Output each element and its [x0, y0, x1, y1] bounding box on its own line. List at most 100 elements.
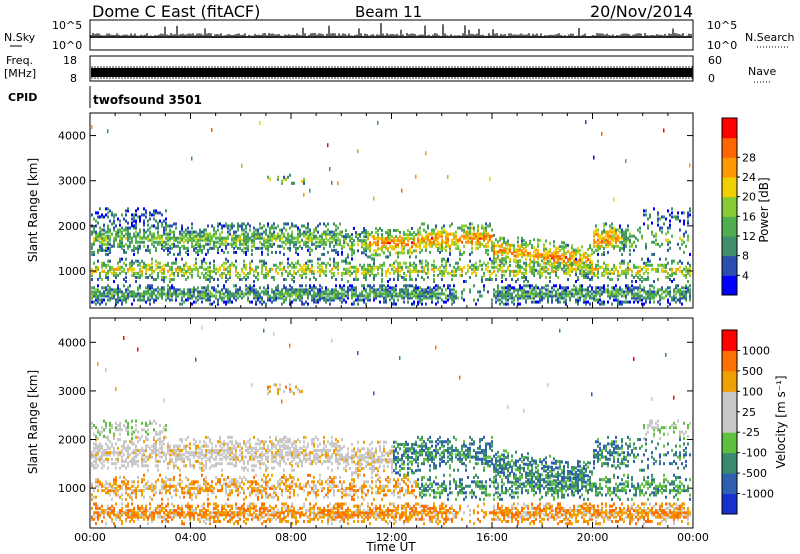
echo-cell	[101, 457, 103, 461]
echo-cell	[415, 277, 417, 281]
echo-cell	[265, 265, 267, 269]
echo-cell	[435, 284, 437, 288]
echo-cell	[563, 245, 565, 249]
echo-cell	[145, 230, 147, 234]
echo-cell	[463, 230, 465, 234]
echo-cell	[335, 284, 337, 288]
echo-cell	[503, 286, 505, 290]
echo-cell	[241, 296, 243, 300]
echo-cell	[149, 263, 151, 267]
echo-cell	[139, 228, 141, 232]
echo-cell	[409, 284, 411, 288]
echo-cell	[405, 286, 407, 290]
echo-cell	[247, 288, 249, 292]
echo-cell	[121, 269, 123, 273]
echo-cell	[389, 253, 391, 257]
echo-cell	[413, 231, 415, 235]
echo-cell	[479, 263, 481, 267]
echo-cell	[419, 230, 421, 234]
echo-cell	[431, 298, 433, 302]
echo-cell	[545, 255, 547, 259]
echo-cell	[123, 284, 125, 288]
echo-cell	[303, 177, 305, 181]
echo-cell	[239, 238, 241, 242]
echo-cell	[267, 294, 269, 298]
echo-cell	[663, 269, 665, 273]
echo-cell	[109, 493, 111, 497]
echo-cell	[643, 261, 645, 265]
echo-cell	[683, 286, 685, 290]
echo-cell	[95, 466, 97, 470]
echo-cell	[471, 226, 473, 230]
echo-cell	[101, 248, 103, 252]
echo-cell	[469, 259, 471, 263]
echo-cell	[289, 234, 291, 238]
echo-cell	[383, 237, 385, 241]
echo-cell	[539, 298, 541, 302]
echo-cell	[639, 265, 641, 269]
echo-cell	[135, 219, 137, 223]
echo-cell	[253, 232, 255, 236]
echo-cell	[589, 254, 591, 258]
echo-cell	[607, 294, 609, 298]
echo-cell	[297, 292, 299, 296]
echo-cell	[107, 453, 109, 457]
echo-cell	[401, 237, 403, 241]
echo-cell	[273, 234, 275, 238]
echo-cell	[581, 267, 583, 271]
echo-cell	[117, 298, 119, 302]
echo-cell	[421, 238, 423, 242]
echo-cell	[607, 234, 609, 238]
echo-cell	[383, 261, 385, 265]
echo-cell	[407, 300, 409, 304]
echo-cell	[97, 238, 99, 242]
echo-cell	[431, 244, 433, 248]
echo-cell	[513, 290, 515, 294]
echo-cell	[145, 267, 147, 271]
echo-cell	[631, 290, 633, 294]
echo-cell	[481, 234, 483, 238]
echo-cell	[107, 451, 109, 455]
echo-cell	[227, 236, 229, 240]
echo-cell	[533, 273, 535, 277]
echo-cell	[611, 222, 613, 226]
echo-cell	[525, 265, 527, 269]
echo-cell	[673, 290, 675, 294]
echo-cell	[215, 288, 217, 292]
echo-cell	[349, 237, 351, 241]
echo-cell	[287, 271, 289, 275]
echo-cell	[97, 248, 99, 252]
echo-cell	[115, 462, 117, 466]
echo-cell	[109, 428, 111, 432]
echo-cell	[381, 247, 383, 251]
echo-cell	[209, 238, 211, 242]
echo-cell	[547, 259, 549, 263]
echo-cell	[473, 269, 475, 273]
echo-cell	[627, 284, 629, 288]
echo-cell	[169, 238, 171, 242]
echo-cell	[131, 259, 133, 263]
echo-cell	[191, 273, 193, 277]
echo-cell	[157, 232, 159, 236]
echo-cell	[645, 261, 647, 265]
echo-cell	[133, 252, 135, 256]
echo-cell	[105, 238, 107, 242]
echo-cell	[139, 244, 141, 248]
echo-cell	[681, 211, 683, 215]
echo-cell	[461, 224, 463, 228]
echo-cell	[223, 300, 225, 304]
echo-cell	[113, 221, 115, 225]
echo-cell	[379, 290, 381, 294]
echo-cell	[175, 226, 177, 230]
echo-cell	[351, 251, 353, 255]
echo-cell	[541, 298, 543, 302]
echo-cell	[563, 300, 565, 304]
echo-cell	[305, 300, 307, 304]
echo-cell	[275, 234, 277, 238]
echo-cell	[153, 236, 155, 240]
echo-cell	[333, 265, 335, 269]
echo-cell	[243, 263, 245, 267]
echo-cell	[103, 215, 105, 219]
echo-cell	[245, 224, 247, 228]
echo-cell	[115, 290, 117, 294]
